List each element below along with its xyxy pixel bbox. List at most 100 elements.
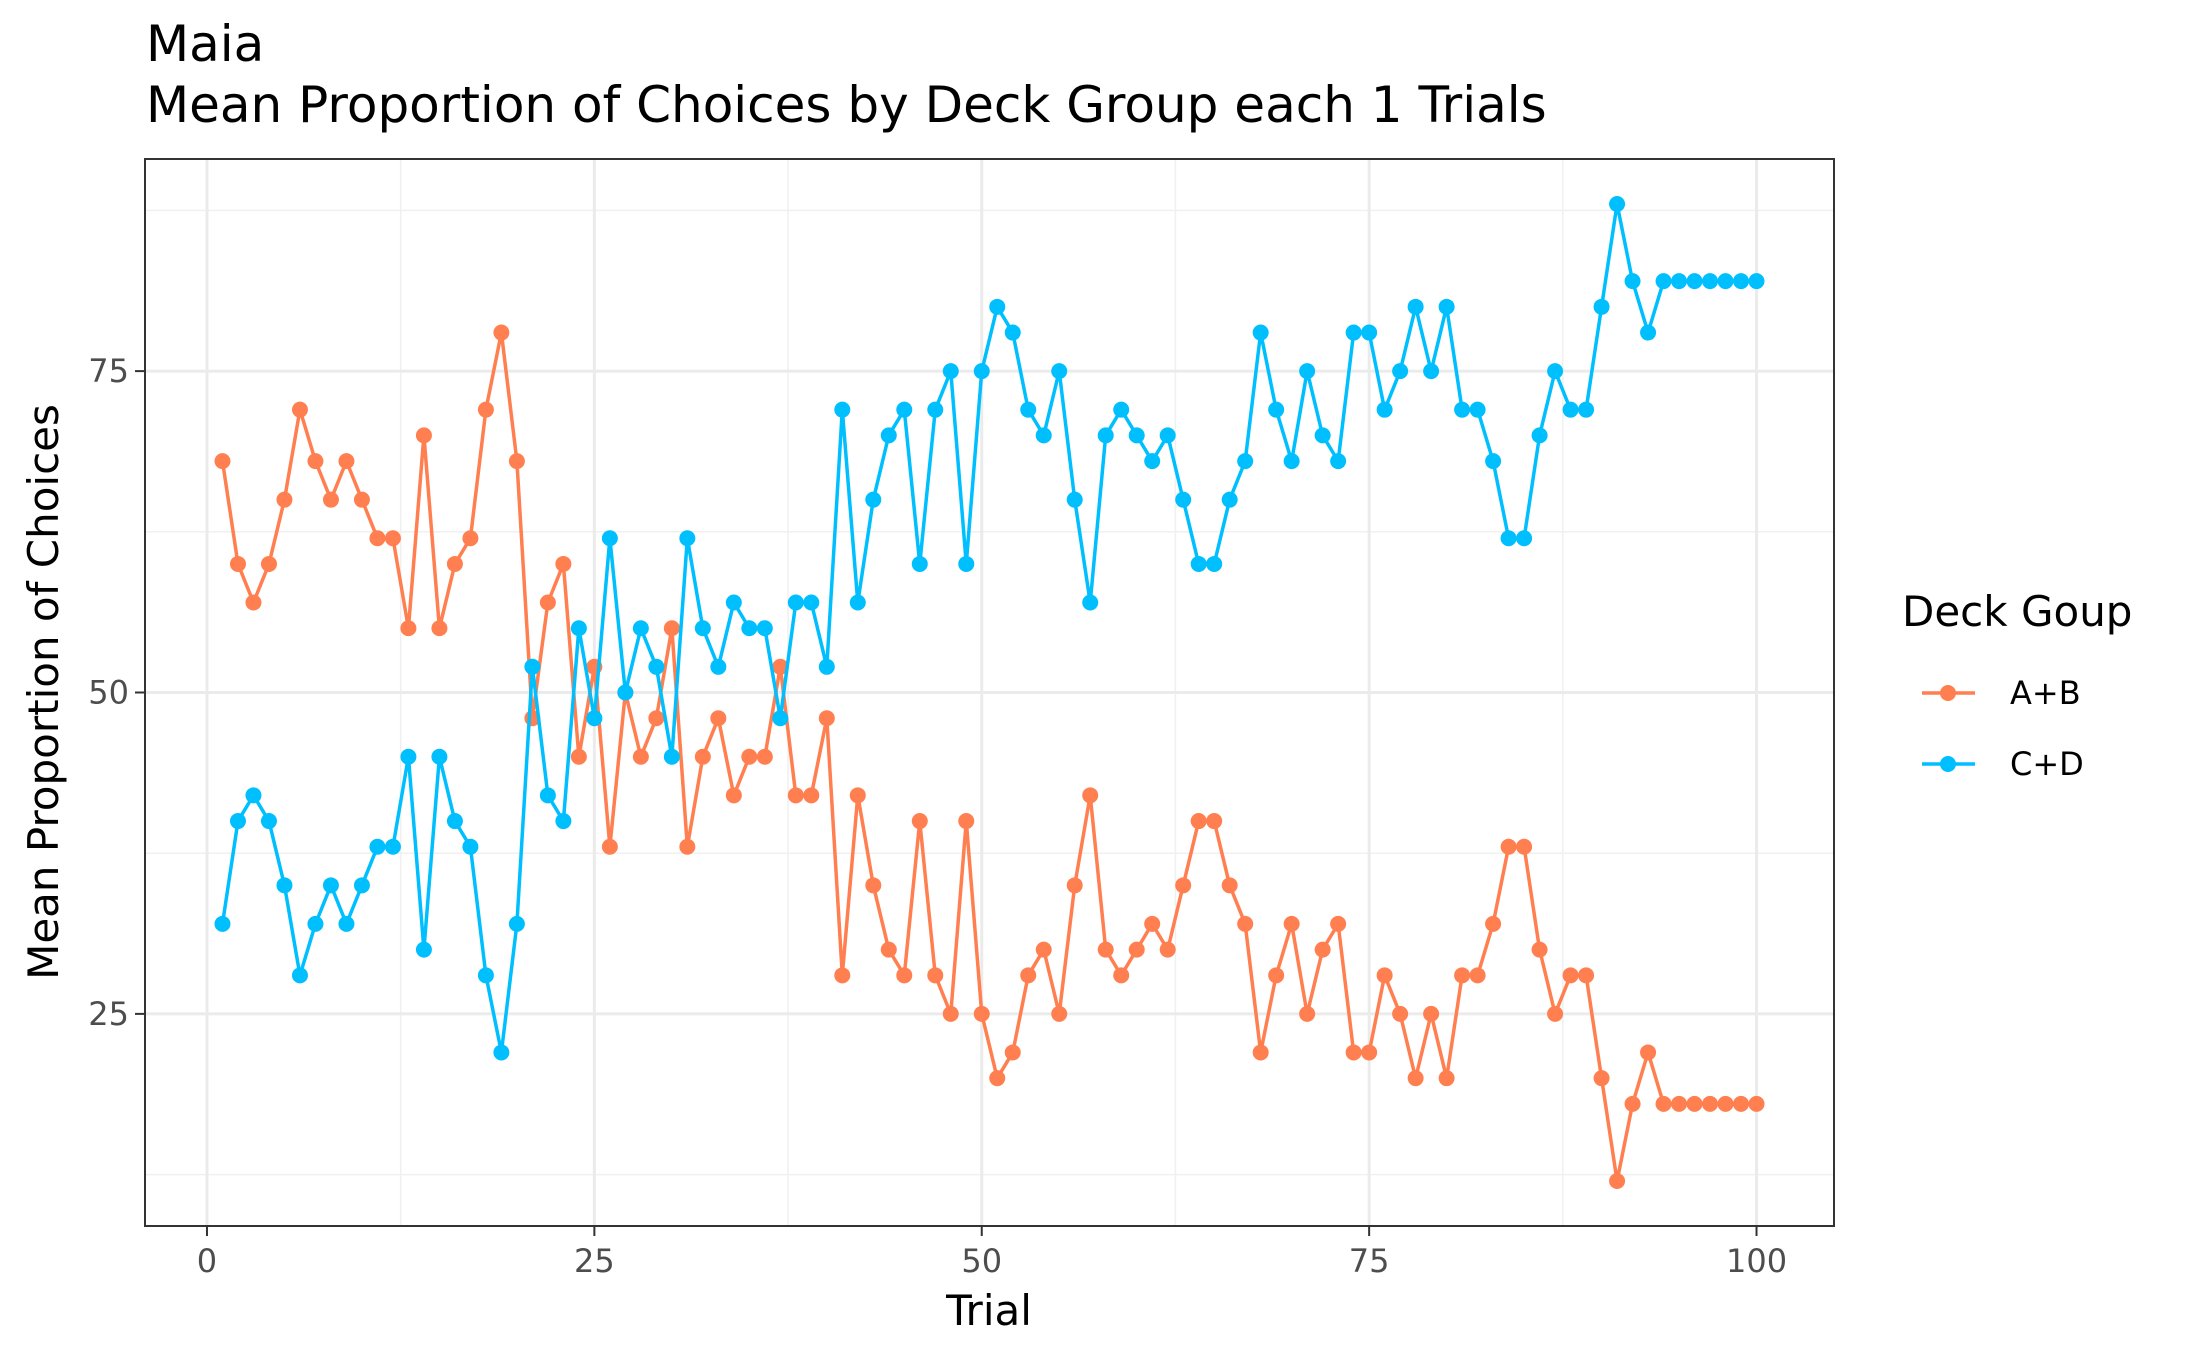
data-point: [1655, 1095, 1672, 1112]
data-point: [1361, 324, 1378, 341]
data-point: [1345, 324, 1362, 341]
data-point: [1624, 273, 1641, 290]
data-point: [1128, 427, 1145, 444]
series-A+B: [214, 324, 1765, 1190]
data-point: [322, 491, 339, 508]
data-point: [353, 877, 370, 894]
data-point: [1144, 453, 1161, 470]
data-point: [601, 530, 618, 547]
data-point: [291, 967, 308, 984]
data-point: [1748, 1095, 1765, 1112]
data-point: [431, 748, 448, 765]
x-tick-label: 50: [961, 1242, 1002, 1280]
data-point: [307, 453, 324, 470]
data-point: [1562, 401, 1579, 418]
data-point: [477, 401, 494, 418]
data-point: [1113, 401, 1130, 418]
x-tick-label: 100: [1726, 1242, 1787, 1280]
data-point: [570, 620, 587, 637]
data-point: [1671, 273, 1688, 290]
data-point: [694, 620, 711, 637]
data-point: [214, 915, 231, 932]
data-point: [1252, 1044, 1269, 1061]
data-point: [1314, 941, 1331, 958]
data-point: [1531, 427, 1548, 444]
data-point: [1066, 877, 1083, 894]
data-point: [1686, 1095, 1703, 1112]
data-point: [1702, 273, 1719, 290]
data-point: [1392, 1005, 1409, 1022]
data-point: [400, 620, 417, 637]
x-axis-title: Trial: [945, 1286, 1032, 1335]
data-point: [1655, 273, 1672, 290]
data-point: [1454, 401, 1471, 418]
data-point: [1547, 363, 1564, 380]
data-point: [1361, 1044, 1378, 1061]
data-point: [1469, 967, 1486, 984]
legend: Deck Goup A+B C+D: [1902, 587, 2132, 783]
data-point: [338, 915, 355, 932]
data-point: [1051, 363, 1068, 380]
data-point: [1128, 941, 1145, 958]
legend-label: C+D: [2010, 745, 2084, 783]
data-point: [1221, 491, 1238, 508]
data-point: [1252, 324, 1269, 341]
data-point: [896, 401, 913, 418]
data-point: [586, 710, 603, 727]
axes: 0 25 50 75 100 25 50 75: [88, 352, 1787, 1280]
series-line: [220, 330, 1757, 1183]
data-point: [493, 1044, 510, 1061]
data-point: [1407, 1070, 1424, 1087]
data-point: [942, 363, 959, 380]
data-point: [1578, 401, 1595, 418]
data-point: [1624, 1095, 1641, 1112]
y-axis-title: Mean Proportion of Choices: [19, 404, 68, 980]
data-point: [1206, 555, 1223, 572]
data-point: [1748, 273, 1765, 290]
data-point: [1438, 298, 1455, 315]
data-point: [1500, 838, 1517, 855]
data-point: [1516, 530, 1533, 547]
data-point: [1051, 1005, 1068, 1022]
data-point: [1485, 915, 1502, 932]
data-point: [1376, 401, 1393, 418]
series-C+D: [214, 195, 1765, 1061]
data-point: [1330, 915, 1347, 932]
data-point: [245, 594, 262, 611]
data-point: [508, 453, 525, 470]
data-point: [710, 658, 727, 675]
data-point: [973, 363, 990, 380]
data-point: [1035, 427, 1052, 444]
legend-label: A+B: [2010, 674, 2081, 712]
data-point: [291, 401, 308, 418]
data-point: [725, 787, 742, 804]
data-point: [710, 710, 727, 727]
data-point: [756, 620, 773, 637]
data-point: [1206, 813, 1223, 830]
data-point: [229, 813, 246, 830]
data-point: [1578, 967, 1595, 984]
data-point: [1454, 967, 1471, 984]
data-point: [1717, 1095, 1734, 1112]
data-point: [1376, 967, 1393, 984]
data-point: [865, 877, 882, 894]
data-point: [1020, 967, 1037, 984]
x-tick-label: 75: [1349, 1242, 1390, 1280]
data-point: [1330, 453, 1347, 470]
data-point: [1733, 1095, 1750, 1112]
data-point: [834, 401, 851, 418]
legend-item-A+B: A+B: [1922, 674, 2081, 712]
data-point: [555, 813, 572, 830]
data-point: [539, 594, 556, 611]
data-point: [493, 324, 510, 341]
data-point: [787, 787, 804, 804]
data-point: [524, 658, 541, 675]
data-point: [245, 787, 262, 804]
data-point: [1640, 324, 1657, 341]
data-point: [214, 453, 231, 470]
data-point: [1609, 1173, 1626, 1190]
data-point: [1407, 298, 1424, 315]
data-point: [648, 710, 665, 727]
